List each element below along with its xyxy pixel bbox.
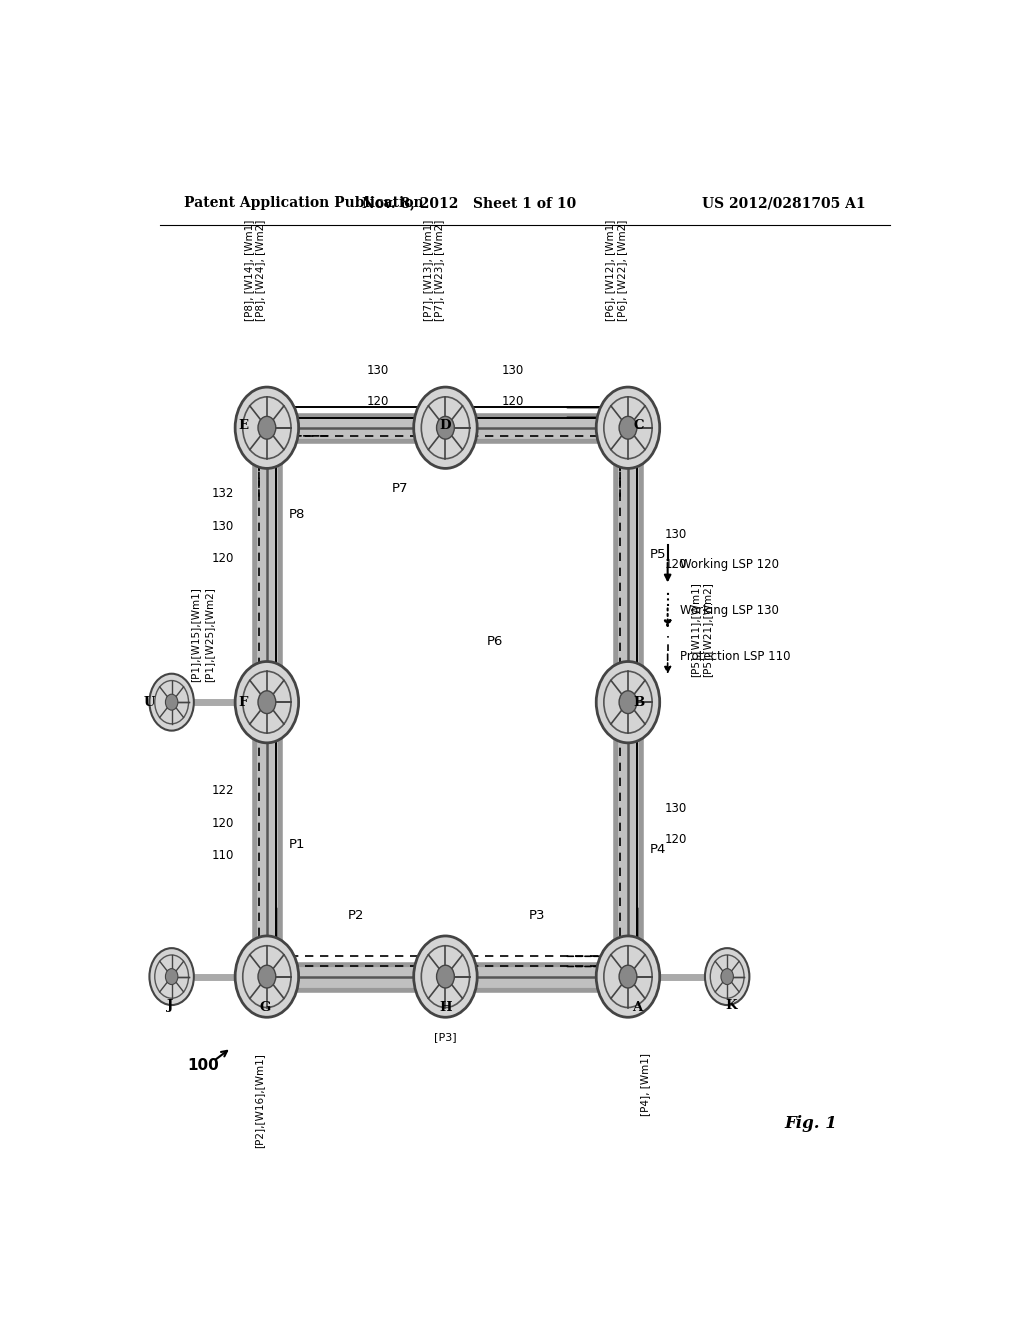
Text: A: A bbox=[633, 1001, 643, 1014]
Text: [P6], [W12], [Wm1]: [P6], [W12], [Wm1] bbox=[605, 219, 615, 321]
Text: Patent Application Publication: Patent Application Publication bbox=[183, 197, 423, 210]
Circle shape bbox=[150, 673, 194, 731]
Circle shape bbox=[236, 936, 299, 1018]
Circle shape bbox=[166, 694, 178, 710]
Text: 130: 130 bbox=[212, 520, 234, 533]
Circle shape bbox=[620, 690, 637, 714]
Text: Working LSP 120: Working LSP 120 bbox=[680, 558, 778, 572]
Text: G: G bbox=[260, 1001, 271, 1014]
Text: [P5],[W21],[Wm2]: [P5],[W21],[Wm2] bbox=[702, 582, 713, 677]
Circle shape bbox=[596, 387, 659, 469]
Circle shape bbox=[721, 969, 733, 985]
Text: [P1],[W15],[Wm1]: [P1],[W15],[Wm1] bbox=[190, 587, 201, 682]
Text: 130: 130 bbox=[502, 364, 524, 378]
Text: 100: 100 bbox=[187, 1057, 219, 1073]
Text: 130: 130 bbox=[665, 528, 687, 541]
Text: 120: 120 bbox=[212, 817, 234, 830]
Circle shape bbox=[258, 690, 275, 714]
Text: [P1],[W25],[Wm2]: [P1],[W25],[Wm2] bbox=[204, 587, 214, 682]
Text: 120: 120 bbox=[212, 552, 234, 565]
Text: 132: 132 bbox=[212, 487, 234, 500]
Text: 110: 110 bbox=[212, 849, 234, 862]
Text: 130: 130 bbox=[367, 364, 389, 378]
Circle shape bbox=[258, 416, 275, 440]
Text: P7: P7 bbox=[391, 482, 408, 495]
Text: US 2012/0281705 A1: US 2012/0281705 A1 bbox=[702, 197, 866, 210]
Text: Protection LSP 110: Protection LSP 110 bbox=[680, 649, 791, 663]
Text: Fig. 1: Fig. 1 bbox=[784, 1115, 837, 1133]
Text: B: B bbox=[634, 696, 645, 709]
Circle shape bbox=[166, 969, 178, 985]
Text: P1: P1 bbox=[289, 838, 305, 851]
Text: 120: 120 bbox=[367, 395, 389, 408]
Text: [P3]: [P3] bbox=[434, 1032, 457, 1043]
Circle shape bbox=[236, 387, 299, 469]
Circle shape bbox=[705, 948, 750, 1005]
Circle shape bbox=[436, 965, 455, 987]
Circle shape bbox=[150, 948, 194, 1005]
Circle shape bbox=[414, 936, 477, 1018]
Text: 120: 120 bbox=[502, 395, 524, 408]
Text: [P8], [W14], [Wm1]: [P8], [W14], [Wm1] bbox=[245, 219, 254, 321]
Text: [P2],[W16],[Wm1]: [P2],[W16],[Wm1] bbox=[254, 1053, 264, 1147]
Text: D: D bbox=[439, 420, 452, 432]
Text: 120: 120 bbox=[665, 558, 687, 572]
Text: E: E bbox=[238, 420, 248, 432]
Text: [P7], [W23], [Wm2]: [P7], [W23], [Wm2] bbox=[434, 219, 444, 321]
Circle shape bbox=[596, 936, 659, 1018]
Circle shape bbox=[414, 387, 477, 469]
Text: C: C bbox=[634, 420, 644, 432]
Circle shape bbox=[620, 416, 637, 440]
Text: H: H bbox=[439, 1001, 452, 1014]
Text: P3: P3 bbox=[528, 909, 545, 923]
Text: J: J bbox=[167, 998, 173, 1011]
Text: P6: P6 bbox=[486, 635, 503, 648]
Circle shape bbox=[236, 661, 299, 743]
Text: P5: P5 bbox=[650, 548, 667, 561]
Circle shape bbox=[436, 416, 455, 440]
Text: [P8], [W24], [Wm2]: [P8], [W24], [Wm2] bbox=[256, 219, 265, 321]
Text: P8: P8 bbox=[289, 508, 305, 520]
Text: 122: 122 bbox=[212, 784, 234, 797]
Text: [P7], [W13], [Wm1]: [P7], [W13], [Wm1] bbox=[423, 219, 433, 321]
Text: 130: 130 bbox=[665, 803, 687, 816]
Text: P4: P4 bbox=[650, 843, 667, 857]
Text: K: K bbox=[725, 998, 737, 1011]
Text: P2: P2 bbox=[348, 909, 365, 923]
Circle shape bbox=[620, 965, 637, 987]
Text: [P5],[W11],[Wm1]: [P5],[W11],[Wm1] bbox=[690, 582, 700, 677]
Text: [P6], [W22], [Wm2]: [P6], [W22], [Wm2] bbox=[616, 219, 627, 321]
Text: 120: 120 bbox=[665, 833, 687, 846]
Text: Nov. 8, 2012   Sheet 1 of 10: Nov. 8, 2012 Sheet 1 of 10 bbox=[362, 197, 577, 210]
Circle shape bbox=[258, 965, 275, 987]
Text: [P4], [Wm1]: [P4], [Wm1] bbox=[640, 1053, 650, 1115]
Text: Working LSP 130: Working LSP 130 bbox=[680, 605, 778, 618]
Text: F: F bbox=[239, 696, 248, 709]
Circle shape bbox=[596, 661, 659, 743]
Text: U: U bbox=[143, 696, 156, 709]
